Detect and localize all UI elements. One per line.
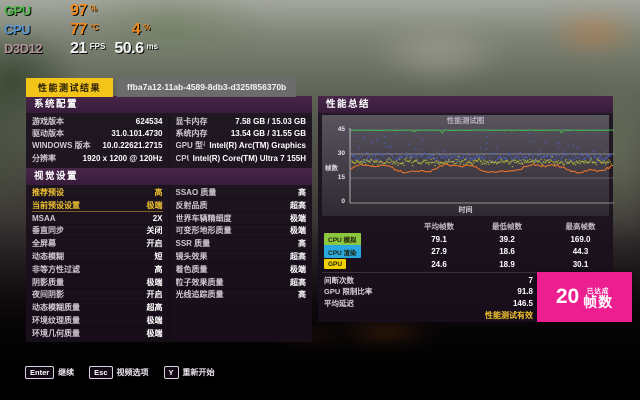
cpu-render-legend-badge: CPU 渲染	[324, 245, 361, 259]
stats-header-row: 平均帧数 最低帧数 最高帧数	[322, 220, 609, 233]
gpu-usage-unit: %	[89, 4, 97, 13]
visual-settings-right-column: SSAO 质量高 反射品质 超高 世界车辆精细度 极端 可变形地形质量 极端 SSR …	[168, 186, 313, 340]
overlay-d3d12-row: D3D12 21 FPS 50.6 ms	[4, 41, 158, 60]
summary-metrics: 间断次数 7 GPU 限制比率 91.8 平均延迟 146.5	[318, 274, 613, 309]
ytick-0: 0	[341, 198, 345, 205]
setting-row-night-shadows: 夜间阴影 开启	[32, 289, 163, 302]
setting-row-env-texture-quality: 环境纹理质量 极端	[32, 315, 163, 328]
setting-row-env-geometry-quality: 环境几何质量 极端	[32, 328, 163, 338]
page-title: 性能测试结果	[26, 78, 114, 97]
ytick-30: 30	[337, 150, 345, 157]
setting-row-deformable-terrain: 可变形地形质量 极端	[175, 225, 306, 238]
metric-row-avg-latency: 平均延迟 146.5	[324, 298, 533, 308]
summary-divider	[322, 272, 609, 274]
metric-row-gpu-bound-ratio: GPU 限制比率 91.8	[324, 287, 533, 297]
achieved-fps-number: 20	[555, 285, 580, 308]
gpu-legend-badge: GPU	[324, 259, 347, 270]
setting-row-shadow-quality: 阴影质量 极端	[32, 276, 163, 289]
chart-title: 性能测试图	[446, 116, 485, 125]
d3d12-label: D3D12	[4, 41, 42, 56]
setting-row-world-car-detail: 世界车辆精细度 极端	[175, 212, 306, 225]
visual-settings-left-column: 推荐预设高 当前预设设置 极端 MSAA 2X 垂直同步 关闭 全屏幕 开启 动态模糊短…	[26, 187, 169, 340]
overlay-gpu-row: GPU 97 %	[4, 3, 158, 22]
chart-y-axis-label: 帧数	[325, 165, 338, 172]
section-header-system-config: 系统配置	[26, 96, 312, 113]
gpu-usage-value: 97	[70, 2, 87, 19]
setting-row-motion-blur-quality: 动态模糊质量 超高	[32, 302, 163, 315]
setting-row-motion-blur: 动态模糊短	[32, 251, 163, 264]
setting-row-shading-quality: 着色质量 极端	[175, 263, 306, 277]
achieved-label: 已达成	[586, 287, 610, 295]
achieved-unit: 帧数	[583, 293, 614, 310]
config-row-gpu-model: GPU 型号Intel(R) Arc(TM) Graphics	[175, 141, 307, 151]
setting-row-vsync: 垂直同步 关闭	[32, 225, 163, 238]
fps-stats-table: 平均帧数 最低帧数 最高帧数 CPU 模拟 79.1 39.2 169.0 CP…	[318, 218, 613, 270]
system-config-right-column: 显卡内存 7.58 GB / 15.03 GB 系统内存 13.54 GB / 31…	[168, 115, 313, 165]
config-row-cpu-model: CPU 型号Intel(R) Core(TM) Ultra 7 155H	[175, 153, 307, 163]
config-row-windows-version: WINDOWS 版本 10.0.22621.2715	[32, 141, 163, 151]
restart-button[interactable]: Y 重新开始	[163, 366, 215, 379]
stats-row-gpu: GPU 24.6 18.9 30.1	[322, 258, 609, 271]
summary-panel: 性能总结 性能测试图 帧数 45 30 15 0 时间 平均帧数 最低帧数 最高…	[318, 96, 632, 322]
setting-row-ssr: SSR 质量高	[175, 238, 306, 251]
setting-row-lens-effects: 镜头效果 超高	[175, 251, 306, 264]
ytick-45: 45	[337, 126, 345, 133]
system-config-left-column: 游戏版本 624534 驱动版本 31.0.101.4730 WINDOWS 版本 1…	[26, 115, 169, 165]
config-row-game-version: 游戏版本 624534	[32, 116, 163, 126]
stats-row-cpu-render: CPU 渲染 27.9 18.6 44.3	[322, 245, 609, 259]
fps-unit: FPS	[89, 42, 106, 51]
y-key-icon: Y	[163, 366, 179, 379]
col-max-fps: 最高帧数	[565, 221, 596, 231]
system-config-grid: 游戏版本 624534 驱动版本 31.0.101.4730 WINDOWS 版本 1…	[26, 113, 312, 168]
achievement-badge: 20 已达成 帧数	[537, 272, 632, 322]
setting-row-reflection: 反射品质 超高	[175, 199, 306, 213]
setting-row-raytracing-quality: 光线追踪质量高	[175, 290, 307, 300]
continue-button[interactable]: Enter 继续	[25, 366, 74, 379]
cpu-temp-unit: °C	[89, 23, 99, 32]
setting-row-current-preset: 当前预设设置 极端	[32, 199, 163, 213]
frametime-value: 50.6	[114, 40, 144, 57]
config-row-resolution: 分辨率 1920 x 1200 @ 120Hz	[32, 153, 163, 163]
system-panel: 系统配置 游戏版本 624534 驱动版本 31.0.101.4730 WINDOW…	[26, 96, 312, 343]
frametime-unit: ms	[146, 42, 159, 51]
fps-value: 21	[70, 40, 87, 57]
session-id-badge: ffba7a12-11ab-4589-8db3-d325f856370b	[117, 78, 297, 97]
visual-settings-grid: 推荐预设高 当前预设设置 极端 MSAA 2X 垂直同步 关闭 全屏幕 开启 动态模糊短…	[26, 185, 312, 343]
section-header-performance-summary: 性能总结	[318, 96, 613, 113]
config-row-driver-version: 驱动版本 31.0.101.4730	[32, 129, 163, 139]
cpu-usage-value: 4	[131, 21, 141, 38]
esc-key-icon: Esc	[89, 366, 113, 379]
overlay-cpu-row: CPU 77 °C 4 %	[4, 22, 158, 41]
gpu-usage-label: GPU	[4, 3, 31, 18]
stats-row-cpu-sim: CPU 模拟 79.1 39.2 169.0	[322, 232, 609, 246]
cpu-usage-unit: %	[143, 23, 151, 32]
setting-row-recommended-preset: 推荐预设高	[32, 187, 163, 200]
ytick-15: 15	[337, 174, 345, 181]
cpu-temp-value: 77	[70, 21, 87, 38]
section-header-visual-settings: 视觉设置	[26, 167, 312, 185]
chart-x-axis-label: 时间	[458, 207, 473, 214]
col-min-fps: 最低帧数	[492, 221, 522, 231]
results-titlebar: 性能测试结果 ffba7a12-11ab-4589-8db3-d325f8563…	[26, 78, 297, 97]
footer-key-hints: Enter 继续 Esc 视频选项 Y 重新开始	[25, 366, 215, 379]
benchmark-valid-status: 性能测试有效	[485, 311, 533, 321]
cpu-temp-label: CPU	[4, 22, 30, 37]
performance-chart: 性能测试图 帧数 45 30 15 0 时间	[322, 115, 614, 216]
col-avg-fps: 平均帧数	[424, 221, 454, 231]
metric-row-stutter-count: 间断次数 7	[324, 275, 533, 285]
setting-row-anisotropic: 非等方性过滤高	[32, 263, 163, 277]
enter-key-icon: Enter	[25, 366, 55, 379]
chart-body: 帧数 45 30 15 0	[325, 126, 614, 206]
config-row-vram: 显卡内存 7.58 GB / 15.03 GB	[175, 116, 307, 126]
performance-overlay: GPU 97 % CPU 77 °C 4 % D3D12 21 FPS 50.6…	[4, 3, 158, 60]
chart-canvas	[349, 128, 614, 204]
setting-row-fullscreen: 全屏幕 开启	[32, 238, 163, 251]
setting-row-particle-quality: 粒子效果质量 超高	[175, 276, 306, 289]
setting-row-msaa: MSAA 2X	[32, 212, 163, 225]
setting-row-ssao: SSAO 质量高	[175, 187, 306, 200]
config-row-ram: 系统内存 13.54 GB / 31.55 GB	[175, 129, 307, 139]
cpu-sim-legend-badge: CPU 模拟	[324, 232, 361, 246]
video-options-button[interactable]: Esc 视频选项	[89, 366, 149, 379]
